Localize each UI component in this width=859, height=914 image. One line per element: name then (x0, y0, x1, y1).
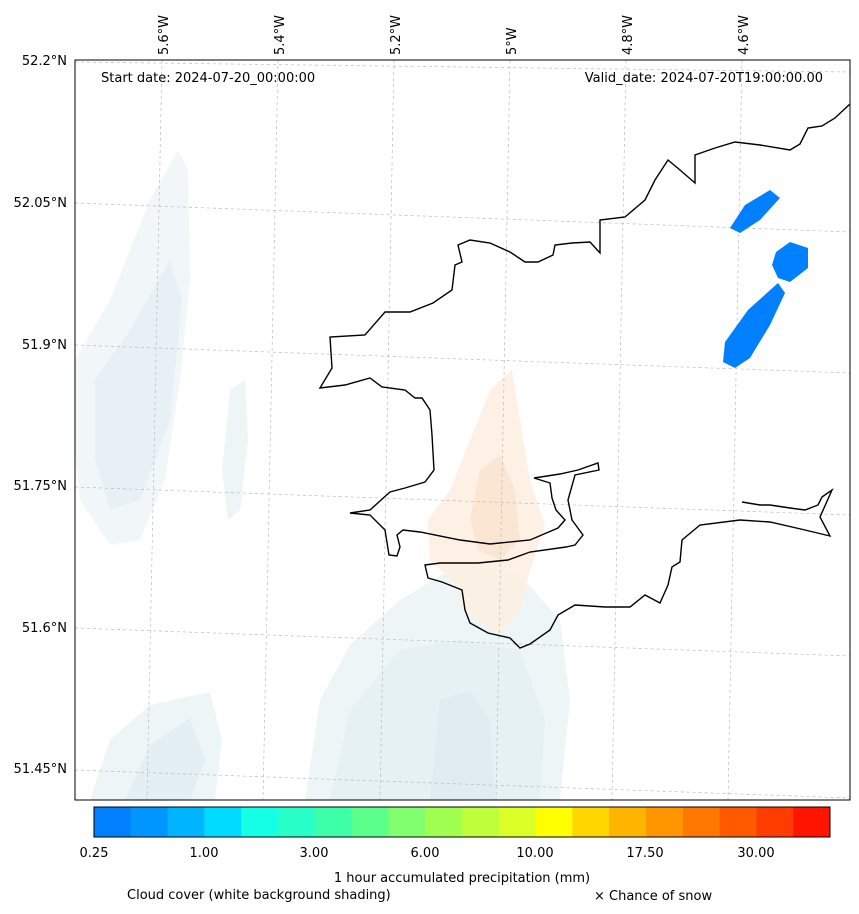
colorbar-tick-label: 30.00 (737, 846, 775, 861)
lon-label: 5.4°W (273, 15, 288, 55)
colorbar-swatch (462, 807, 500, 837)
colorbar-swatch (278, 807, 316, 837)
lat-label: 52.2°N (22, 54, 67, 69)
valid-date-label: Valid_date: 2024-07-20T19:00:00.00 (584, 71, 823, 86)
colorbar-swatch (204, 807, 242, 837)
colorbar-swatch (682, 807, 720, 837)
cloud-cover-shading (75, 150, 570, 800)
lat-label: 52.05°N (14, 196, 67, 211)
lon-label: 4.6°W (737, 15, 752, 55)
lon-label: 4.8°W (621, 15, 636, 55)
colorbar-swatch (572, 807, 610, 837)
colorbar-swatch (535, 807, 573, 837)
colorbar-swatch (719, 807, 757, 837)
light-precip-halo (428, 370, 545, 635)
lat-label: 51.45°N (14, 762, 67, 777)
coastline (318, 103, 851, 649)
lat-label: 51.9°N (22, 338, 67, 353)
colorbar-swatch (425, 807, 463, 837)
colorbar-border (93, 806, 831, 838)
colorbar-swatch (609, 807, 647, 837)
cloud-cover-legend: Cloud cover (white background shading) (127, 888, 391, 903)
longitude-labels: 5.6°W 5.4°W 5.2°W 5°W 4.8°W 4.6°W (157, 15, 752, 55)
colorbar-tick-label: 17.50 (626, 846, 664, 861)
colorbar-swatch (351, 807, 389, 837)
colorbar (93, 806, 831, 838)
colorbar-swatch (498, 807, 536, 837)
map-frame (74, 59, 851, 801)
colorbar-swatch (646, 807, 684, 837)
colorbar-title: 1 hour accumulated precipitation (mm) (333, 871, 591, 886)
latitude-labels: 52.2°N 52.05°N 51.9°N 51.75°N 51.6°N 51.… (14, 54, 67, 777)
colorbar-swatch (167, 807, 205, 837)
colorbar-tick-label: 0.25 (79, 846, 109, 861)
snow-legend: × Chance of snow (594, 889, 713, 904)
colorbar-swatch (793, 807, 831, 837)
precip-blue-cells (723, 190, 808, 368)
colorbar-swatch (94, 807, 132, 837)
colorbar-swatch (756, 807, 794, 837)
colorbar-tick-label: 1.00 (189, 846, 219, 861)
colorbar-swatch (388, 807, 426, 837)
lon-label: 5.6°W (157, 15, 172, 55)
start-date-label: Start date: 2024-07-20_00:00:00 (101, 71, 316, 86)
lat-label: 51.75°N (14, 479, 67, 494)
lon-label: 5°W (505, 27, 520, 55)
colorbar-swatch (314, 807, 352, 837)
colorbar-swatch (241, 807, 279, 837)
colorbar-tick-label: 6.00 (410, 846, 440, 861)
lon-label: 5.2°W (389, 15, 404, 55)
colorbar-swatch (130, 807, 168, 837)
lat-label: 51.6°N (22, 621, 67, 636)
colorbar-tick-label: 10.00 (516, 846, 554, 861)
colorbar-tick-label: 3.00 (299, 846, 329, 861)
